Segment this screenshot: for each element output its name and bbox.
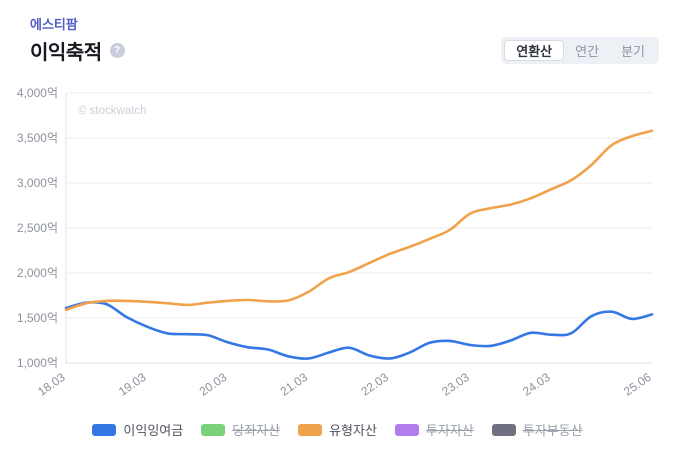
tab-quarterly[interactable]: 분기 <box>621 44 645 59</box>
stockwatch-watermark: © stockwatch <box>78 105 147 117</box>
legend-label: 투자자산 <box>425 423 474 438</box>
legend-item-quick-assets[interactable]: 당좌자산 <box>201 420 280 439</box>
tab-yearly[interactable]: 연간 <box>575 44 600 59</box>
legend-swatch-orange <box>298 423 323 436</box>
legend-item-investment-assets[interactable]: 투자자산 <box>394 420 474 439</box>
help-icon[interactable]: ? <box>109 43 125 58</box>
x-axis-tick-label: 23.03 <box>439 370 472 399</box>
legend-swatch-purple <box>394 423 419 436</box>
tab-annualized[interactable]: 연환산 <box>504 40 565 61</box>
y-axis-tick-label: 3,500억 <box>17 131 58 145</box>
chart-legend: 이익잉여금 당좌자산 유형자산 투자자산 투자부동산 <box>0 420 675 439</box>
legend-item-tangible-assets[interactable]: 유형자산 <box>298 420 377 439</box>
legend-item-retained-earnings[interactable]: 이익잉여금 <box>92 420 183 439</box>
period-tab-group: 연환산 연간 분기 <box>501 37 659 64</box>
title-row: 이익축적 ? <box>30 36 125 65</box>
y-axis-tick-label: 1,000억 <box>17 356 58 370</box>
y-axis-tick-label: 3,000억 <box>17 176 58 190</box>
y-axis-tick-label: 2,000억 <box>17 266 58 280</box>
series-line-이익잉여금 <box>64 300 654 360</box>
x-axis-tick-label: 20.03 <box>197 370 230 399</box>
legend-label: 투자부동산 <box>522 423 583 438</box>
legend-label: 당좌자산 <box>232 423 281 438</box>
y-axis-tick-label: 1,500억 <box>17 311 58 325</box>
x-axis-tick-label: 19.03 <box>116 370 149 399</box>
legend-label: 이익잉여금 <box>123 423 184 438</box>
x-axis-tick-label: 21.03 <box>278 370 311 399</box>
x-axis-tick-label: 22.03 <box>358 370 391 399</box>
company-name-link[interactable]: 에스티팜 <box>30 17 78 32</box>
legend-swatch-green <box>201 423 226 436</box>
series-line-유형자산 <box>64 129 654 312</box>
page-title: 이익축적 <box>30 42 102 64</box>
y-axis-tick-label: 2,500억 <box>17 221 58 235</box>
profit-accumulation-chart[interactable]: 1,000억 1,500억 2,000억 2,500억 3,000억 3,500억 4,00… <box>0 82 675 412</box>
x-axis-tick-label: 24.03 <box>520 370 553 399</box>
legend-swatch-gray <box>491 423 516 436</box>
x-axis-tick-label: 18.03 <box>35 370 68 399</box>
legend-swatch-blue <box>92 423 117 436</box>
x-axis-tick-label: 25.06 <box>621 370 654 399</box>
legend-item-investment-property[interactable]: 투자부동산 <box>491 420 583 439</box>
y-axis-tick-label: 4,000억 <box>17 86 58 100</box>
legend-label: 유형자산 <box>329 423 377 438</box>
